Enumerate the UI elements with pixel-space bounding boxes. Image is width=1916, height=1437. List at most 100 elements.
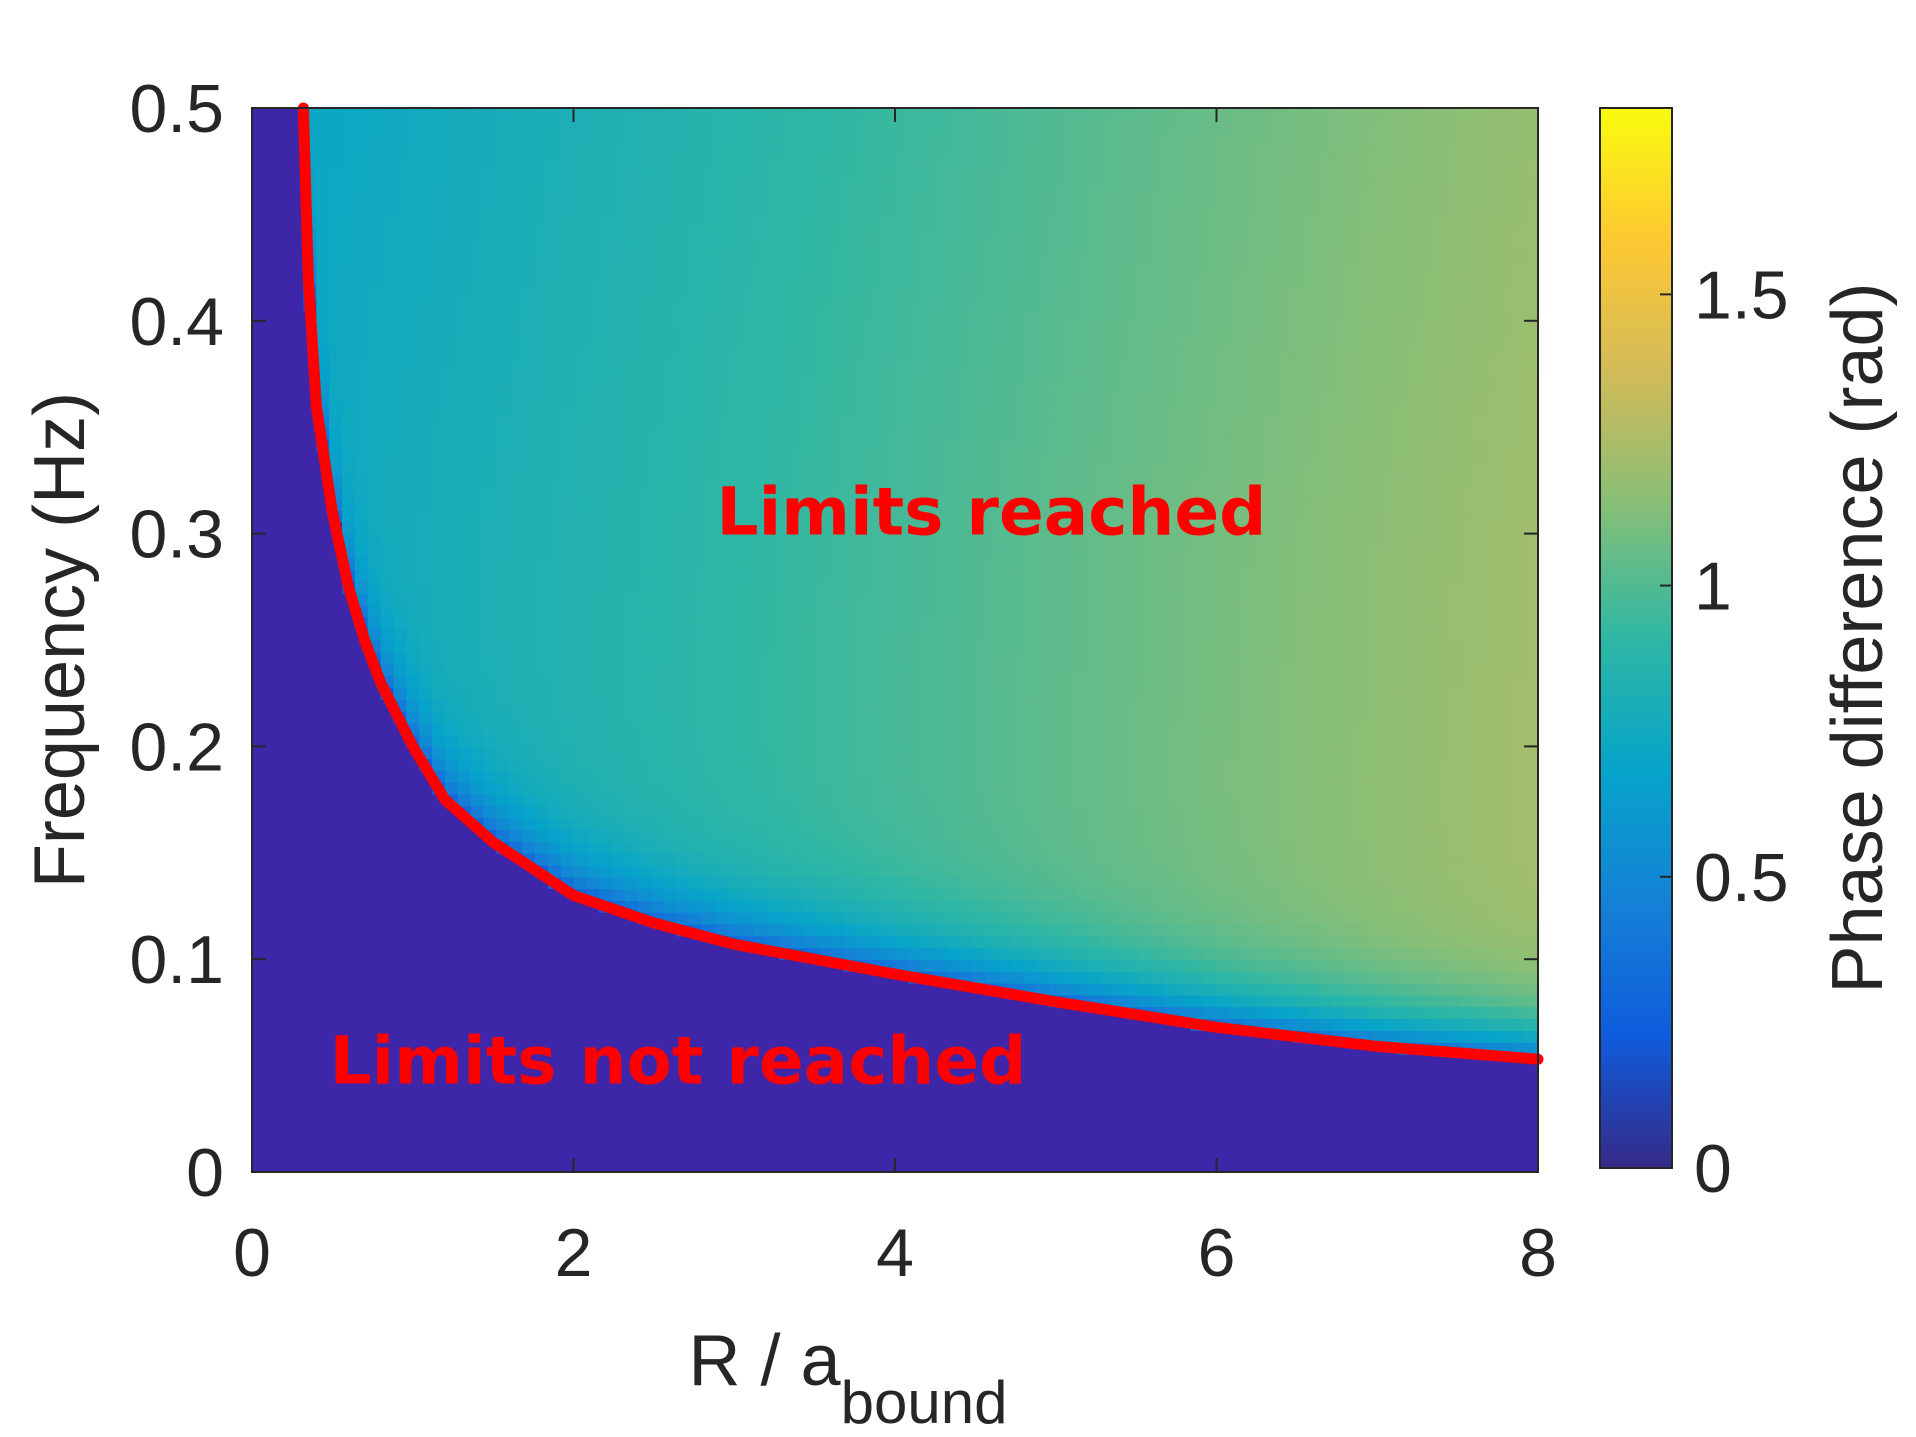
heatmap-cell [547, 734, 562, 748]
heatmap-cell [1203, 793, 1218, 807]
heatmap-cell [637, 486, 652, 499]
heatmap-cell [804, 462, 819, 476]
heatmap-cell [573, 687, 588, 700]
heatmap-cell [946, 900, 961, 913]
heatmap-cell [830, 403, 845, 417]
heatmap-cell [856, 746, 871, 760]
heatmap-cell [393, 592, 408, 606]
heatmap-cell [1190, 462, 1205, 476]
heatmap-cell [689, 439, 703, 452]
heatmap-cell [1190, 178, 1205, 192]
heatmap-cell [547, 391, 562, 405]
heatmap-cell [1229, 793, 1244, 807]
heatmap-cell [959, 687, 973, 700]
heatmap-cell [882, 214, 896, 228]
heatmap-cell [522, 190, 536, 204]
heatmap-cell [946, 119, 961, 133]
heatmap-cell [689, 746, 703, 760]
heatmap-cell [586, 829, 601, 842]
heatmap-cell [663, 640, 678, 653]
heatmap-cell [843, 781, 858, 795]
heatmap-cell [689, 663, 703, 677]
heatmap-cell [1229, 923, 1244, 937]
heatmap-cell [907, 143, 922, 157]
heatmap-cell [1165, 994, 1179, 1008]
heatmap-cell [637, 332, 652, 346]
heatmap-cell [1242, 628, 1256, 641]
heatmap-cell [1023, 651, 1038, 665]
heatmap-cell [432, 249, 446, 263]
heatmap-cell [470, 509, 485, 523]
heatmap-cell [1190, 143, 1205, 157]
heatmap-cell [1113, 722, 1128, 736]
heatmap-cell [792, 285, 806, 298]
heatmap-cell [522, 580, 536, 594]
heatmap-cell [959, 167, 973, 180]
heatmap-cell [740, 308, 755, 322]
heatmap-cell [869, 580, 883, 594]
heatmap-cell [882, 415, 896, 428]
heatmap-cell [1100, 675, 1115, 689]
heatmap-cell [1203, 261, 1218, 275]
heatmap-cell [483, 379, 498, 393]
heatmap-cell [612, 604, 626, 618]
heatmap-cell [329, 403, 343, 417]
heatmap-cell [1036, 297, 1051, 310]
heatmap-cell [1062, 462, 1076, 476]
heatmap-cell [586, 533, 601, 547]
heatmap-cell [1113, 273, 1128, 287]
heatmap-cell [1139, 391, 1153, 405]
heatmap-cell [766, 344, 781, 358]
heatmap-cell [1229, 167, 1244, 180]
heatmap-cell [1023, 569, 1038, 582]
heatmap-cell [1190, 190, 1205, 204]
heatmap-cell [1100, 273, 1115, 287]
heatmap-cell [624, 462, 639, 476]
heatmap-cell [1229, 509, 1244, 523]
heatmap-cell [740, 261, 755, 275]
heatmap-cell [792, 557, 806, 570]
heatmap-cell [753, 628, 768, 641]
heatmap-cell [1010, 403, 1025, 417]
heatmap-cell [380, 143, 395, 157]
heatmap-cell [1023, 781, 1038, 795]
heatmap-cell [676, 710, 691, 724]
heatmap-cell [1177, 994, 1192, 1008]
heatmap-cell [470, 498, 485, 511]
heatmap-cell [444, 651, 459, 665]
heatmap-cell [1062, 285, 1076, 298]
heatmap-cell [753, 131, 768, 145]
heatmap-cell [612, 876, 626, 890]
heatmap-cell [1023, 119, 1038, 133]
heatmap-cell [444, 143, 459, 157]
heatmap-cell [650, 604, 665, 618]
heatmap-cell [393, 628, 408, 641]
heatmap-cell [933, 308, 948, 322]
heatmap-cell [869, 226, 883, 239]
heatmap-cell [959, 829, 973, 842]
heatmap-cell [997, 273, 1012, 287]
heatmap-cell [920, 273, 935, 287]
heatmap-cell [985, 959, 999, 972]
heatmap-cell [869, 734, 883, 748]
heatmap-cell [1023, 817, 1038, 830]
heatmap-cell [895, 320, 909, 334]
heatmap-cell [946, 202, 961, 216]
heatmap-cell [1023, 805, 1038, 819]
heatmap-cell [1049, 781, 1063, 795]
heatmap-cell [1152, 249, 1166, 263]
heatmap-cell [1177, 959, 1192, 972]
heatmap-cell [1229, 533, 1244, 547]
heatmap-cell [624, 817, 639, 830]
heatmap-cell [1036, 249, 1051, 263]
heatmap-cell [1075, 332, 1089, 346]
heatmap-cell [534, 509, 549, 523]
heatmap-cell [599, 651, 613, 665]
heatmap-cell [1229, 616, 1244, 629]
heatmap-cell [1113, 687, 1128, 700]
heatmap-cell [895, 569, 909, 582]
heatmap-cell [714, 781, 729, 795]
heatmap-cell [1036, 805, 1051, 819]
heatmap-cell [933, 108, 948, 121]
heatmap-cell [496, 131, 510, 145]
